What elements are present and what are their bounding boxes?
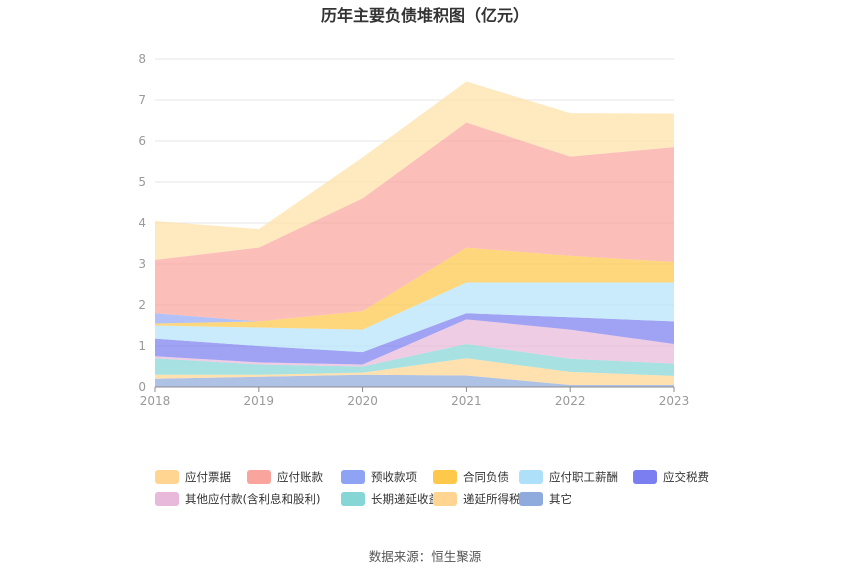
legend-item[interactable]: 应付票据 [155,470,247,484]
y-tick-label: 1 [138,339,146,353]
y-tick-label: 5 [138,175,146,189]
legend-label: 应交税费 [663,470,709,484]
area-series-4 [155,313,674,365]
legend-swatch [341,470,365,484]
legend-label: 长期递延收益 [371,492,440,506]
area-series-9 [155,81,674,260]
y-tick-label: 0 [138,380,146,394]
legend-label: 应付票据 [185,470,231,484]
legend-label: 其他应付款(含利息和股利) [185,492,321,506]
x-tick-label: 2019 [244,394,275,408]
legend-label: 其它 [549,492,572,506]
legend-swatch [155,492,179,506]
legend-item[interactable]: 应交税费 [633,470,715,484]
x-tick-label: 2020 [347,394,378,408]
x-tick-label: 2021 [451,394,482,408]
area-series-1 [155,358,674,385]
area-series-layer [155,81,674,387]
legend-swatch [433,470,457,484]
y-tick-label: 8 [138,52,146,66]
legend-item[interactable]: 长期递延收益 [341,492,440,506]
legend-label: 预收款项 [371,470,417,484]
y-tick-label: 2 [138,298,146,312]
axes: 0 1 2 3 4 5 6 7 8 2018 2019 2020 2021 2022 2023 [138,52,689,408]
y-tick-label: 3 [138,257,146,271]
data-source-note: 数据来源：恒生聚源 [368,549,482,564]
y-tick-label: 6 [138,134,146,148]
legend-item[interactable]: 应付职工薪酬 [519,470,633,484]
legend-item[interactable]: 应付账款 [247,470,341,484]
legend-swatch [519,470,543,484]
legend-swatch [341,492,365,506]
chart-title: 历年主要负债堆积图（亿元） [320,6,529,25]
legend-item[interactable]: 预收款项 [341,470,433,484]
x-tick-label: 2022 [555,394,586,408]
area-series-6 [155,247,674,330]
y-tick-label: 7 [138,93,146,107]
area-series-2 [155,343,674,376]
x-tick-label: 2018 [140,394,171,408]
legend-label: 应付职工薪酬 [549,470,618,484]
legend-swatch [633,470,657,484]
legend-item[interactable]: 其他应付款(含利息和股利) [155,492,341,506]
chart-legend: 应付票据 应付账款 预收款项 合同负债 应付职工薪酬 应交税费其他应付款(含利息和股利) 长… [155,470,715,506]
legend-swatch [155,470,179,484]
area-series-3 [155,319,674,367]
legend-swatch [247,470,271,484]
legend-item[interactable]: 其它 [519,492,633,506]
legend-swatch [433,492,457,506]
area-series-0 [155,374,674,387]
y-tick-label: 4 [138,216,146,230]
area-series-8 [155,122,674,322]
legend-swatch [519,492,543,506]
legend-item[interactable]: 合同负债 [433,470,519,484]
x-tick-label: 2023 [659,394,690,408]
legend-label: 应付账款 [277,470,323,484]
area-series-5 [155,282,674,353]
legend-item[interactable]: 递延所得税负债 [433,492,544,506]
legend-label: 合同负债 [463,470,509,484]
